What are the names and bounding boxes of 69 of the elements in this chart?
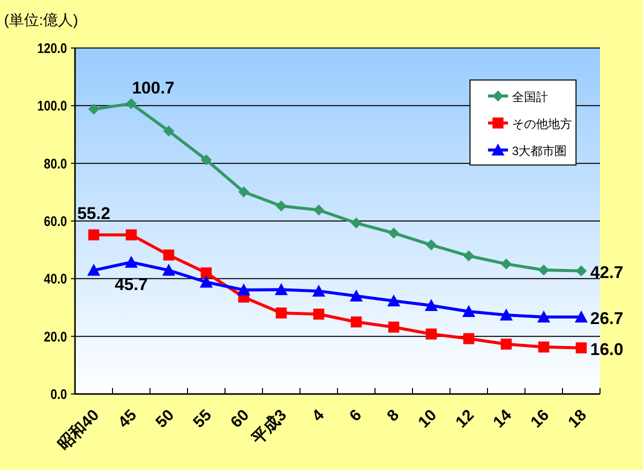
- data-label: 42.7: [590, 262, 624, 282]
- point: [276, 200, 287, 212]
- point: [87, 264, 100, 276]
- data-label: 55.2: [77, 204, 110, 223]
- point: [163, 126, 174, 137]
- x-tick-label: 昭和40: [54, 406, 103, 454]
- point: [462, 305, 476, 318]
- y-tick-label: 120.0: [37, 40, 67, 56]
- legend-label: 全国計: [512, 90, 548, 104]
- point: [387, 294, 400, 306]
- x-tick-label: 12: [452, 406, 478, 432]
- point: [237, 283, 250, 296]
- point: [274, 283, 288, 296]
- x-tick-label: 18: [565, 406, 590, 432]
- y-tick-label: 0.0: [50, 386, 67, 402]
- point: [538, 342, 550, 352]
- point: [500, 308, 513, 320]
- point: [238, 186, 250, 198]
- data-label: 100.7: [132, 78, 175, 98]
- point: [163, 250, 174, 261]
- point: [576, 265, 587, 276]
- x-tick-label: 6: [346, 406, 366, 426]
- point: [200, 267, 212, 278]
- point: [426, 328, 437, 340]
- point: [126, 98, 137, 110]
- point: [574, 310, 588, 323]
- point: [312, 284, 326, 297]
- x-tick-label: 8: [384, 406, 403, 426]
- point: [463, 333, 474, 344]
- point: [200, 154, 212, 166]
- x-tick-label: 14: [490, 406, 516, 432]
- point: [463, 250, 474, 262]
- point: [388, 228, 400, 239]
- point: [424, 298, 438, 311]
- legend-label: その他地方: [512, 117, 572, 131]
- point: [500, 258, 512, 270]
- legend-label: 3大都市圏: [512, 144, 567, 158]
- point: [88, 229, 100, 240]
- x-tick-label: 45: [115, 406, 140, 432]
- data-label: 16.0: [590, 340, 624, 359]
- y-tick-label: 40.0: [44, 270, 67, 287]
- y-tick-label: 20.0: [44, 328, 67, 345]
- y-tick-label: 60.0: [44, 213, 67, 230]
- point: [538, 264, 550, 276]
- point: [162, 264, 176, 276]
- x-tick-label: 4: [309, 406, 328, 426]
- point: [313, 204, 324, 216]
- point: [500, 338, 512, 350]
- point: [537, 310, 550, 323]
- y-tick-label: 100.0: [37, 98, 67, 114]
- point: [426, 239, 437, 250]
- point: [350, 218, 362, 229]
- x-tick-label: 16: [528, 406, 553, 432]
- point: [88, 104, 100, 115]
- point: [126, 229, 137, 240]
- point: [576, 342, 587, 354]
- data-label: 26.7: [590, 309, 624, 328]
- x-tick-label: 55: [190, 406, 216, 432]
- x-tick-label: 50: [152, 406, 178, 432]
- point: [388, 322, 400, 333]
- point: [350, 289, 363, 302]
- x-tick-label: 10: [415, 406, 440, 432]
- point: [350, 316, 362, 328]
- y-tick-label: 80.0: [44, 155, 67, 172]
- point: [124, 256, 138, 268]
- point: [313, 308, 324, 320]
- point: [276, 307, 287, 318]
- y-axis-title: (単位:億人): [4, 12, 78, 29]
- point: [200, 276, 213, 288]
